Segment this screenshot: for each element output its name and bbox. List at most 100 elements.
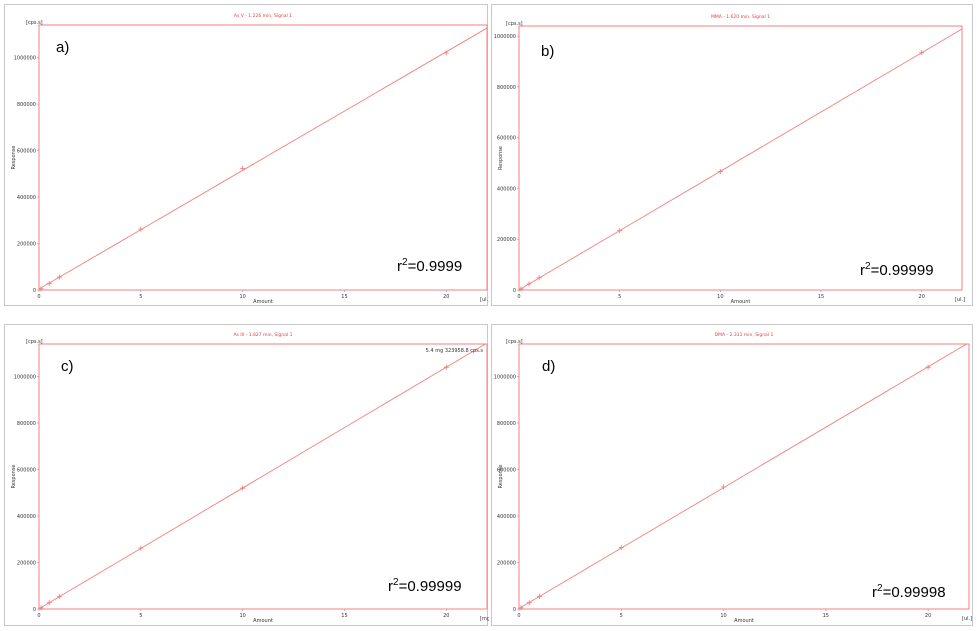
y-tick-label: 800000 — [17, 102, 36, 108]
data-point — [518, 286, 524, 292]
y-axis-title: Response — [498, 146, 504, 170]
chart-panel-d: DMA - 2.311 min, Signal 1 [cps.s] [ul.] Amo… — [491, 324, 973, 626]
x-axis-title: Amount — [731, 299, 751, 305]
chart-panel-b: MMA - 1.620 min, Signal 1 [cps.s] [ul.] Amo… — [491, 4, 973, 306]
panel-label-c: c) — [61, 358, 74, 375]
y-tick-label: 0 — [33, 288, 36, 294]
x-tick-label: 5 — [139, 613, 142, 619]
calibration-line — [38, 343, 486, 610]
chart-title: DMA - 2.311 min, Signal 1 — [715, 332, 774, 338]
r-squared-d: r2=0.99998 — [872, 583, 946, 601]
chart-panel-a: As V - 1.226 min, Signal 1 [cps.s] [ul.] Am… — [4, 4, 489, 306]
data-point — [46, 280, 52, 286]
y-unit-label: [cps.s] — [506, 21, 523, 27]
plot-frame — [518, 343, 970, 610]
data-point — [526, 281, 532, 287]
y-unit-label: [cps.s] — [506, 339, 523, 345]
r-squared-c: r2=0.99999 — [388, 577, 462, 595]
y-axis-title: Response — [11, 464, 17, 488]
x-axis-title: Amount — [253, 299, 273, 305]
data-point — [240, 165, 246, 171]
calibration-line — [518, 343, 967, 609]
data-point — [443, 364, 449, 370]
x-tick-label: 0 — [37, 613, 40, 619]
y-axis-title: Response — [498, 464, 504, 488]
y-tick-label: 0 — [513, 607, 516, 613]
x-unit-label: [mg] — [480, 616, 489, 622]
x-tick-label: 10 — [239, 294, 245, 300]
data-point — [38, 286, 44, 292]
y-tick-label: 0 — [33, 607, 36, 613]
y-tick-label: 0 — [513, 288, 516, 294]
x-axis-title: Amount — [253, 618, 273, 624]
chart-a: As V - 1.226 min, Signal 1 [cps.s] [ul.] Am… — [11, 13, 489, 305]
x-unit-label: [ul.] — [962, 616, 972, 622]
chart-panel-c: As III - 1.827 min, Signal 1 [cps.s] [mg] A… — [4, 324, 489, 626]
plot-frame — [38, 24, 488, 291]
r-squared-b: r2=0.99999 — [860, 261, 934, 279]
panel-label-a: a) — [56, 39, 70, 56]
y-tick-label: 800000 — [17, 421, 36, 427]
y-tick-label: 600000 — [17, 468, 36, 474]
x-tick-label: 20 — [925, 613, 931, 619]
y-tick-label: 1000000 — [494, 34, 516, 40]
chart-title: MMA - 1.620 min, Signal 1 — [711, 14, 770, 20]
panel-label-b: b) — [541, 43, 555, 60]
data-point — [721, 484, 727, 490]
x-tick-label: 15 — [823, 613, 829, 619]
chart-c: As III - 1.827 min, Signal 1 [cps.s] [mg] A… — [11, 332, 489, 624]
plot-frame — [518, 25, 963, 291]
data-point — [526, 600, 532, 606]
x-tick-label: 5 — [620, 613, 623, 619]
r-squared-a: r2=0.9999 — [397, 257, 463, 275]
data-point — [56, 594, 62, 600]
data-point — [536, 275, 542, 281]
x-tick-label: 5 — [139, 294, 142, 300]
y-tick-label: 600000 — [497, 468, 516, 474]
x-tick-label: 20 — [919, 294, 925, 300]
calibration-line — [518, 28, 963, 291]
x-tick-label: 10 — [720, 613, 726, 619]
data-point — [919, 50, 925, 56]
data-point — [536, 593, 542, 599]
y-tick-label: 600000 — [497, 136, 516, 142]
data-point — [617, 228, 623, 234]
panel-label-d: d) — [542, 358, 556, 375]
y-tick-label: 1000000 — [494, 375, 516, 381]
data-point — [717, 168, 723, 174]
data-point — [138, 226, 144, 232]
y-tick-label: 800000 — [497, 85, 516, 91]
x-tick-label: 0 — [517, 294, 520, 300]
y-tick-label: 400000 — [497, 514, 516, 520]
x-axis-title: Amount — [734, 618, 754, 624]
x-tick-label: 0 — [517, 613, 520, 619]
x-tick-label: 10 — [717, 294, 723, 300]
y-tick-label: 400000 — [17, 514, 36, 520]
y-tick-label: 200000 — [497, 561, 516, 567]
x-tick-label: 10 — [239, 613, 245, 619]
x-tick-label: 0 — [37, 294, 40, 300]
x-tick-label: 5 — [618, 294, 621, 300]
data-point — [46, 600, 52, 606]
data-point — [56, 274, 62, 280]
x-tick-label: 15 — [341, 294, 347, 300]
y-tick-label: 200000 — [17, 561, 36, 567]
data-point — [618, 545, 624, 551]
x-unit-label: [ul.] — [955, 297, 965, 303]
y-tick-label: 800000 — [497, 421, 516, 427]
data-point — [38, 605, 44, 611]
x-tick-label: 15 — [341, 613, 347, 619]
chart-title: As V - 1.226 min, Signal 1 — [234, 13, 292, 19]
point-annotation: 5.4 mg 323958.8 cps.s — [426, 348, 484, 354]
calibration-line — [38, 27, 488, 290]
y-tick-label: 1000000 — [14, 375, 36, 381]
y-tick-label: 600000 — [17, 149, 36, 155]
chart-b: MMA - 1.620 min, Signal 1 [cps.s] [ul.] Amo… — [494, 14, 965, 305]
x-tick-label: 20 — [443, 294, 449, 300]
y-tick-label: 1000000 — [14, 56, 36, 62]
y-tick-label: 400000 — [17, 195, 36, 201]
y-tick-label: 200000 — [497, 237, 516, 243]
data-point — [443, 50, 449, 56]
x-unit-label: [ul.] — [480, 297, 489, 303]
data-point — [518, 605, 524, 611]
